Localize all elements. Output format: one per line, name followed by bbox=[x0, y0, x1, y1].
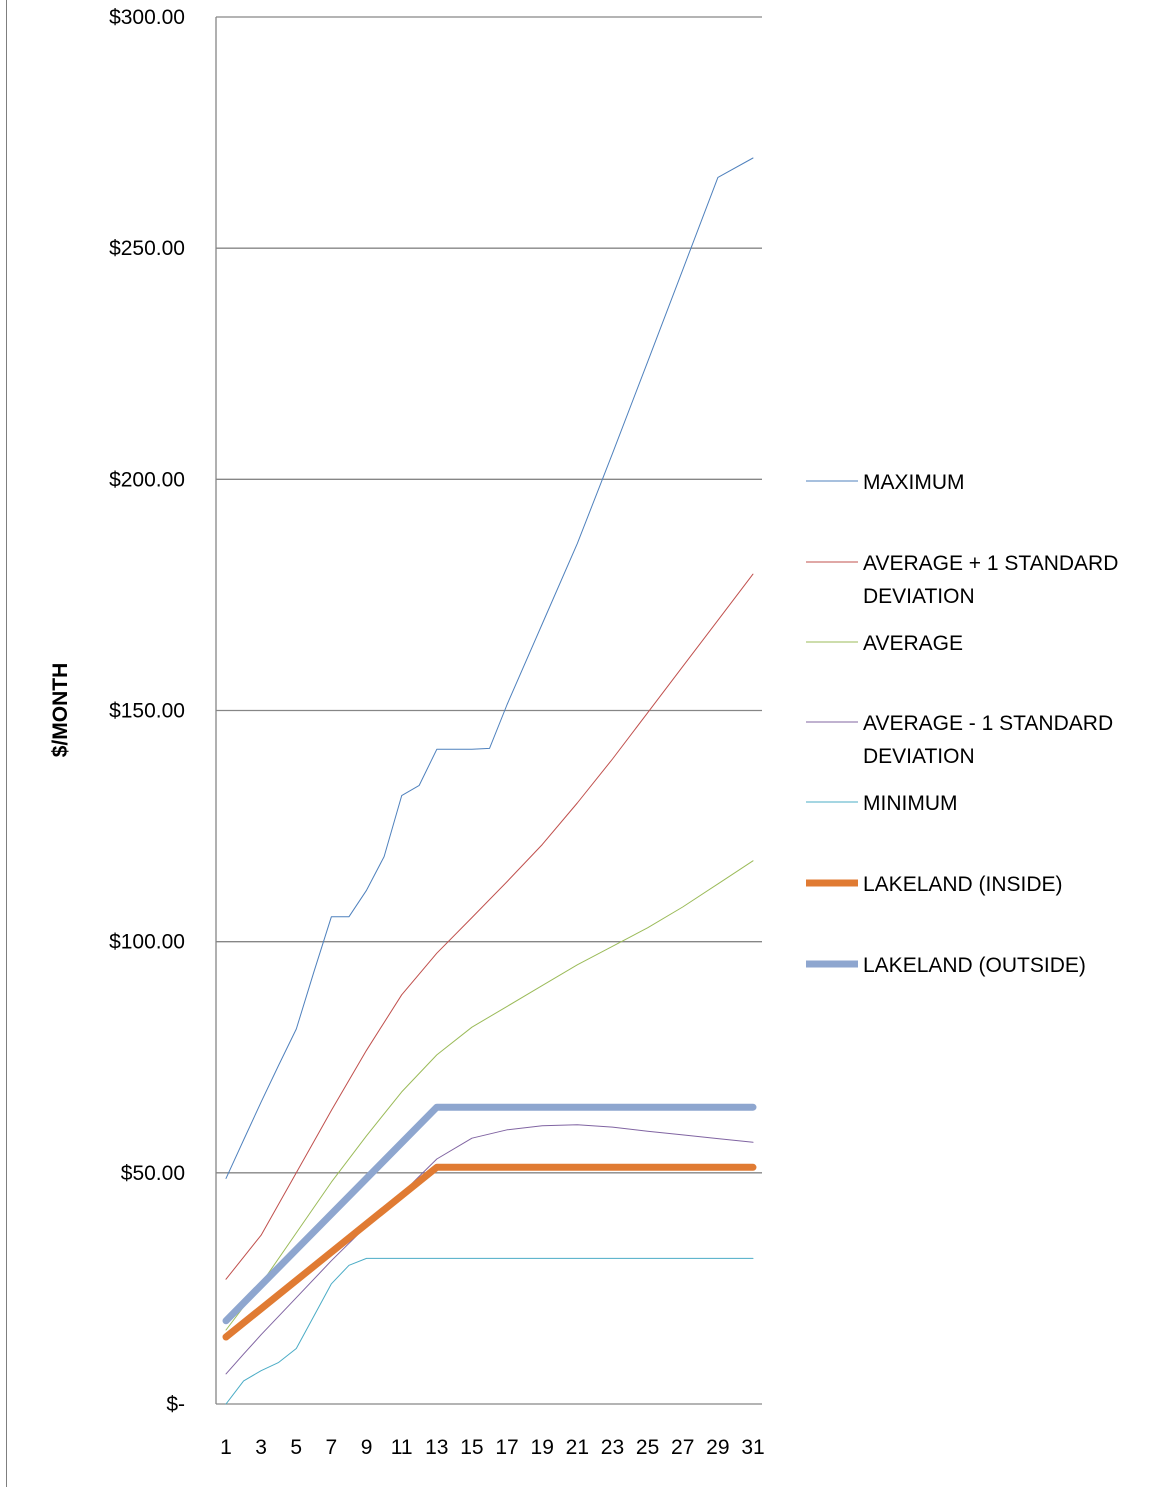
x-tick-label: 1 bbox=[220, 1436, 232, 1459]
gridlines bbox=[215, 16, 762, 1405]
y-tick-label: $200.00 bbox=[109, 468, 185, 491]
x-tick-label: 31 bbox=[741, 1436, 764, 1459]
legend: MAXIMUM AVERAGE + 1 STANDARD DEVIATION AVER… bbox=[806, 471, 1118, 977]
legend-label: AVERAGE bbox=[863, 632, 963, 655]
y-tick-label: $150.00 bbox=[109, 700, 185, 723]
x-tick-label: 15 bbox=[460, 1436, 483, 1459]
legend-label: LAKELAND (OUTSIDE) bbox=[863, 954, 1086, 977]
x-tick-label: 25 bbox=[636, 1436, 659, 1459]
x-tick-label: 9 bbox=[361, 1436, 373, 1459]
series-lines bbox=[222, 157, 757, 1405]
x-tick-label: 13 bbox=[425, 1436, 448, 1459]
x-tick-label: 21 bbox=[566, 1436, 589, 1459]
legend-label: MINIMUM bbox=[863, 792, 957, 815]
x-tick-label: 19 bbox=[531, 1436, 554, 1459]
x-tick-label: 27 bbox=[671, 1436, 694, 1459]
x-tick-label: 7 bbox=[326, 1436, 338, 1459]
x-tick-label: 29 bbox=[706, 1436, 729, 1459]
series-line-1 bbox=[225, 573, 754, 1280]
series-line-6 bbox=[222, 1103, 757, 1325]
y-tick-label: $- bbox=[166, 1393, 185, 1416]
x-tick-label: 17 bbox=[495, 1436, 518, 1459]
y-tick-label: $50.00 bbox=[121, 1162, 185, 1185]
y-axis-tick-labels: $- $50.00 $100.00 $150.00 $200.00 $250.00 $300… bbox=[109, 6, 185, 1416]
x-axis-tick-labels: 1 3 5 7 9 11 13 15 17 19 21 23 25 27 29 31 bbox=[220, 1436, 765, 1459]
y-tick-label: $250.00 bbox=[109, 237, 185, 260]
series-line-4 bbox=[225, 1257, 754, 1405]
chart-frame-border bbox=[6, 0, 7, 1487]
legend-label: MAXIMUM bbox=[863, 471, 965, 494]
y-axis-label: $/MONTH bbox=[49, 663, 72, 758]
legend-label: LAKELAND (INSIDE) bbox=[863, 873, 1063, 896]
series-line-5 bbox=[222, 1163, 757, 1341]
x-tick-label: 23 bbox=[601, 1436, 624, 1459]
x-tick-label: 3 bbox=[255, 1436, 267, 1459]
legend-label: AVERAGE + 1 STANDARD DEVIATION bbox=[863, 552, 1118, 608]
y-tick-label: $100.00 bbox=[109, 931, 185, 954]
y-tick-label: $300.00 bbox=[109, 6, 185, 29]
x-tick-label: 5 bbox=[290, 1436, 302, 1459]
series-line-2 bbox=[225, 860, 754, 1331]
x-tick-label: 11 bbox=[391, 1436, 413, 1459]
legend-label: AVERAGE - 1 STANDARD DEVIATION bbox=[863, 712, 1113, 768]
series-line-0 bbox=[225, 157, 754, 1179]
series-line-3 bbox=[225, 1124, 754, 1375]
